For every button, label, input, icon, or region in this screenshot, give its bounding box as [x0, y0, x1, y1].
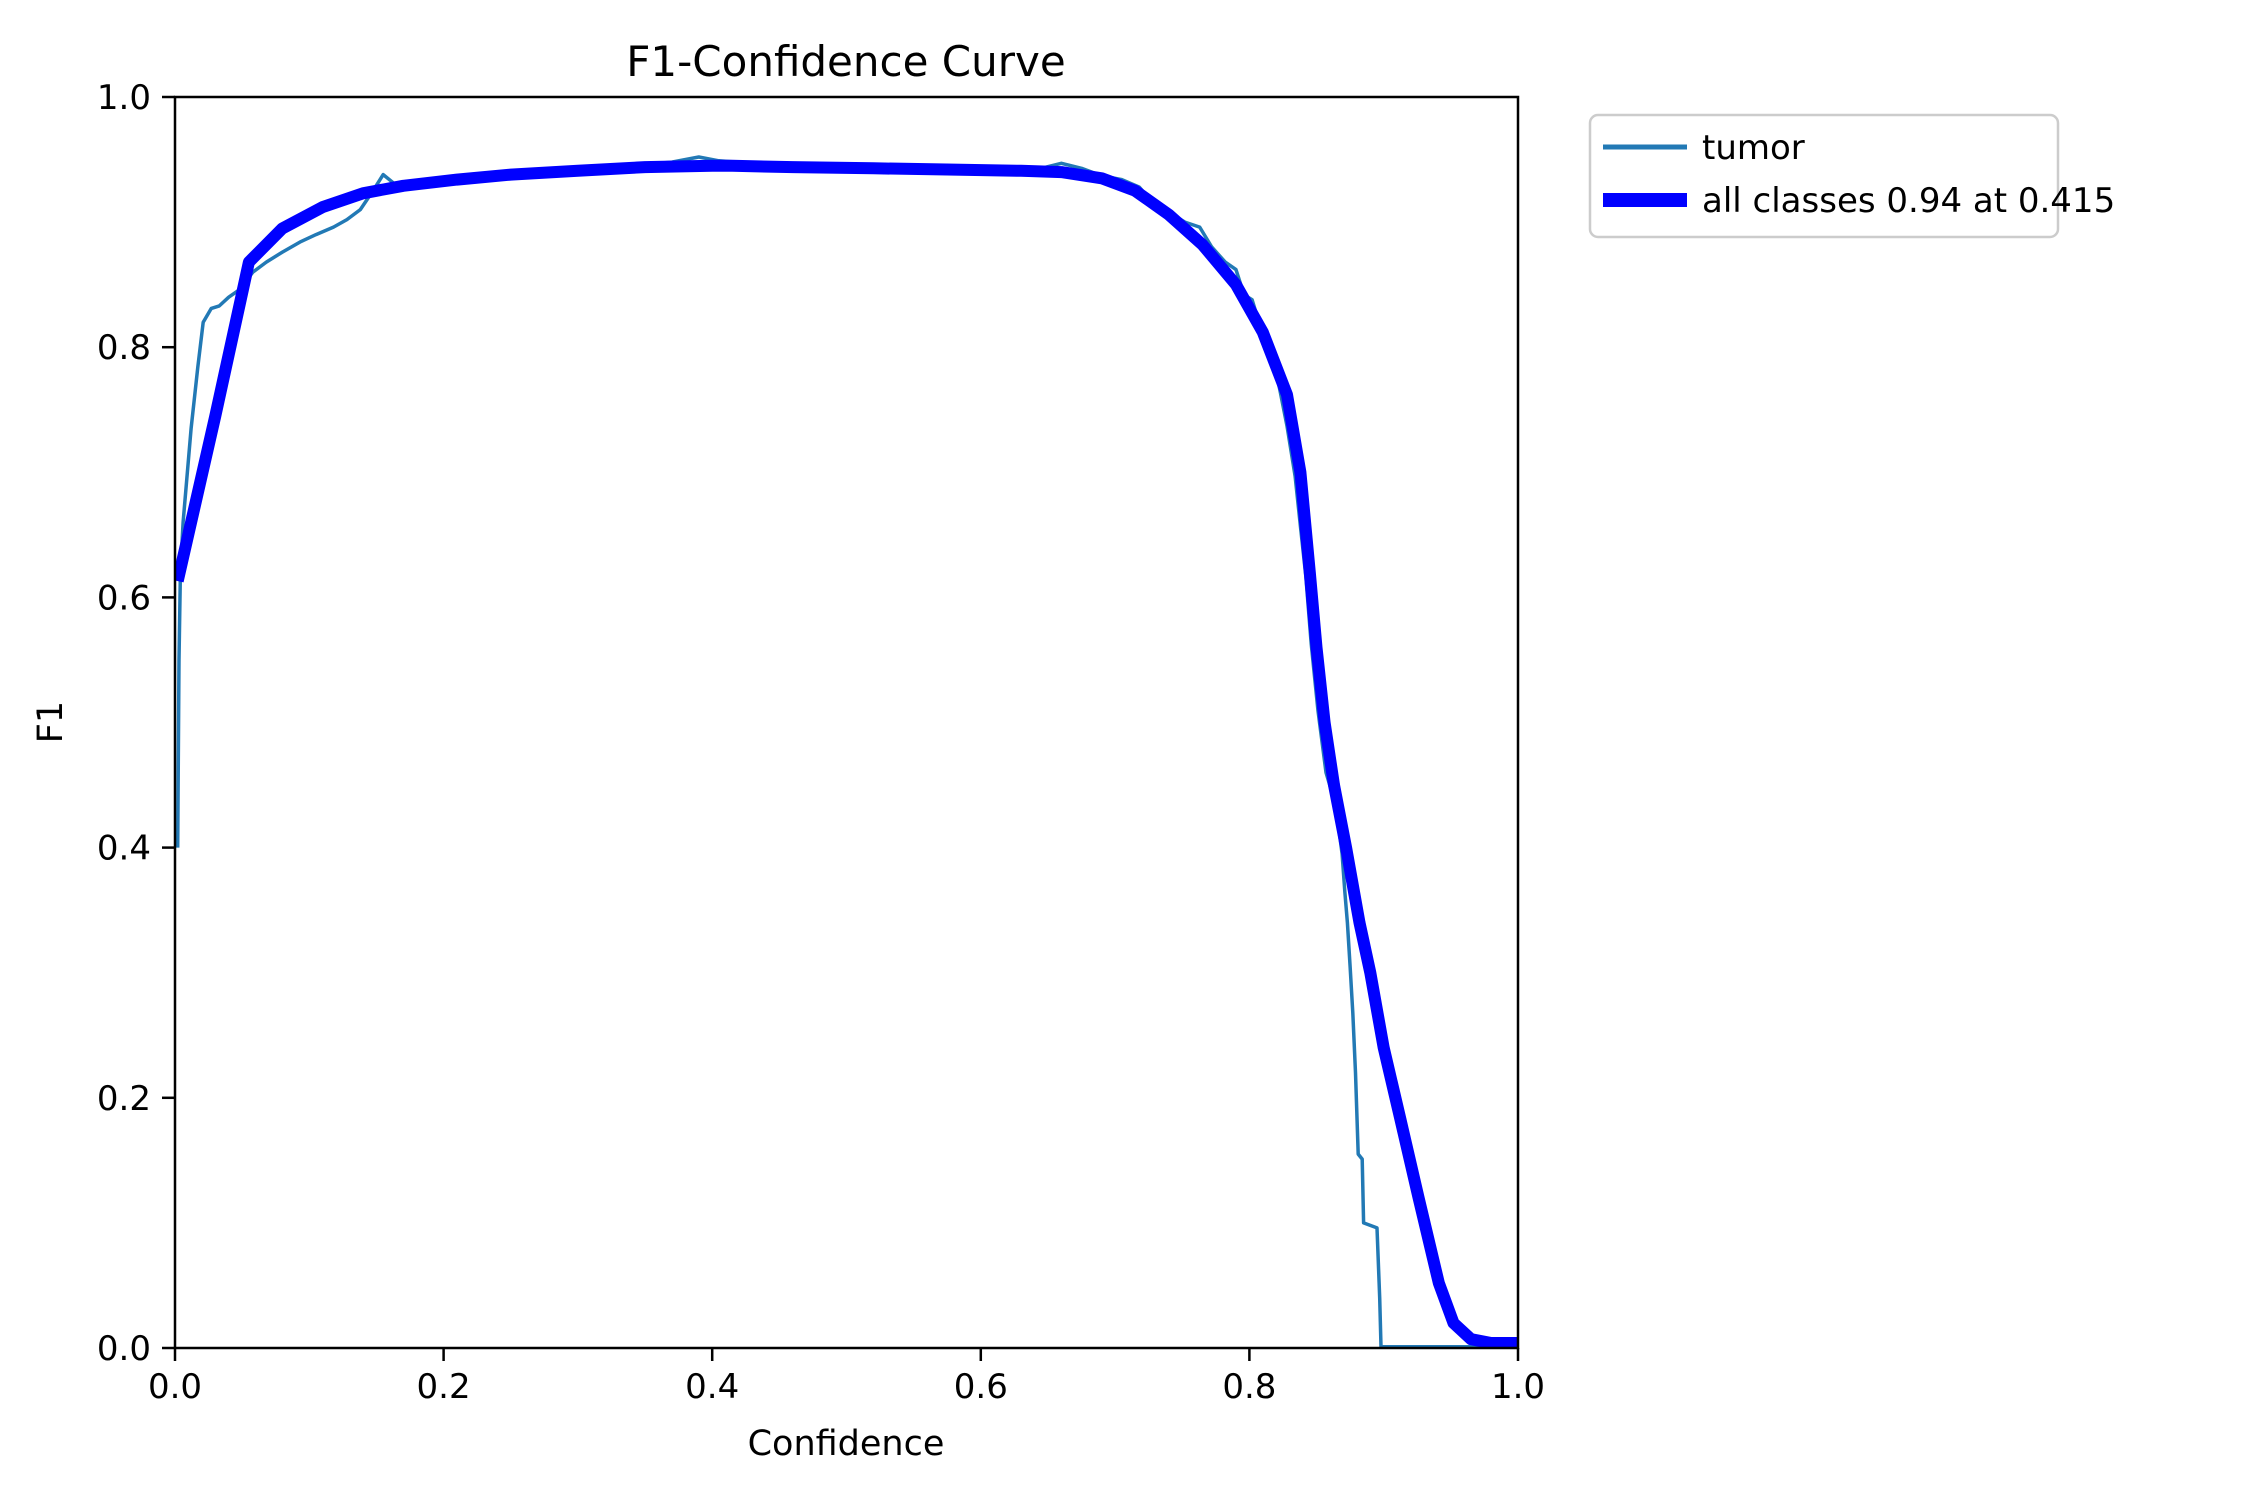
legend-label-all-classes: all classes 0.94 at 0.415 [1702, 181, 2115, 221]
axes-frame [173, 95, 1520, 1350]
x-tick-label: 1.0 [1491, 1367, 1545, 1407]
legend-label-tumor: tumor [1702, 128, 1805, 168]
x-axis-ticks: 0.0 0.2 0.4 0.6 0.8 1.0 [148, 1348, 1545, 1407]
x-tick-label: 0.6 [954, 1367, 1008, 1407]
x-tick-label: 0.4 [685, 1367, 739, 1407]
y-tick-label: 0.0 [97, 1329, 151, 1369]
y-tick-label: 0.2 [97, 1079, 151, 1119]
y-tick-label: 0.6 [97, 578, 151, 618]
x-tick-label: 0.0 [148, 1367, 202, 1407]
x-tick-label: 0.8 [1222, 1367, 1276, 1407]
plot-area [175, 97, 1518, 1348]
y-tick-label: 0.4 [97, 829, 151, 869]
curves-layer [175, 155, 1518, 1348]
chart-title: F1-Confidence Curve [626, 37, 1065, 86]
y-axis-ticks: 0.0 0.2 0.4 0.6 0.8 1.0 [97, 78, 175, 1369]
y-tick-label: 1.0 [97, 78, 151, 118]
y-axis-label: F1 [31, 701, 71, 743]
x-tick-label: 0.2 [417, 1367, 471, 1407]
y-tick-label: 0.8 [97, 328, 151, 368]
curve-all-classes [175, 159, 1518, 1348]
x-axis-label: Confidence [748, 1424, 945, 1464]
legend: tumor all classes 0.94 at 0.415 [1588, 113, 2115, 239]
legend-box [1588, 113, 2060, 239]
